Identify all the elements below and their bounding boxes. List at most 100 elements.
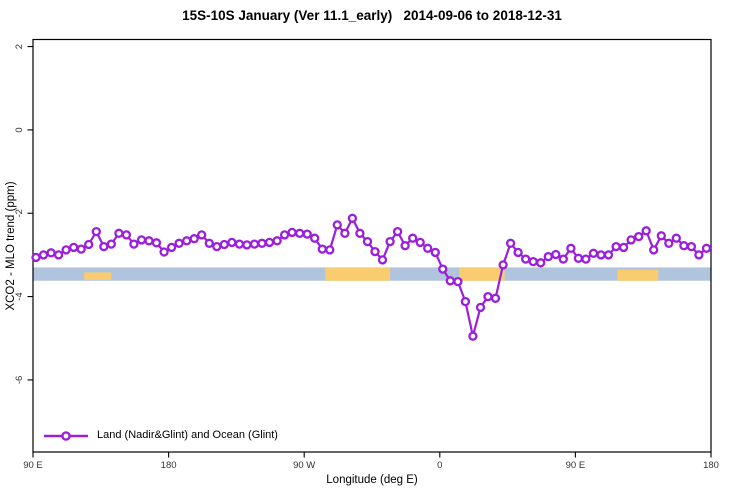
data-point — [377, 255, 388, 265]
data-point — [99, 241, 109, 252]
data-point — [370, 246, 380, 257]
data-point — [121, 230, 132, 240]
x-tick-label: 180 — [161, 460, 177, 471]
data-point — [415, 237, 425, 248]
data-point — [453, 276, 463, 287]
data-point — [136, 235, 147, 245]
data-point — [174, 238, 184, 248]
data-point — [445, 276, 455, 286]
data-point — [596, 250, 606, 260]
data-point — [272, 236, 282, 246]
data-point — [694, 250, 704, 260]
data-point — [31, 252, 41, 263]
data-point — [332, 220, 342, 230]
data-point — [219, 239, 229, 250]
data-point — [679, 241, 689, 251]
data-point — [257, 238, 267, 248]
data-point — [701, 243, 712, 253]
data-point — [279, 230, 290, 240]
data-point — [362, 236, 373, 247]
data-point — [656, 231, 666, 241]
data-point — [76, 244, 86, 254]
legend-label: Land (Nadir&Glint) and Ocean (Glint) — [97, 429, 278, 441]
data-point — [197, 230, 207, 240]
data-point — [310, 233, 320, 243]
data-point — [573, 253, 584, 263]
data-point — [551, 249, 561, 260]
x-tick-label: 180 — [703, 460, 719, 471]
data-point — [212, 241, 222, 252]
y-tick-label: -2 — [14, 209, 25, 217]
data-point — [664, 238, 674, 248]
data-point — [528, 256, 538, 267]
data-point — [423, 243, 433, 253]
plot-border — [32, 38, 712, 453]
data-point — [38, 250, 49, 260]
data-point — [558, 254, 568, 264]
data-point — [543, 251, 553, 262]
highlight-patch — [617, 269, 659, 281]
data-point — [106, 239, 116, 249]
data-point — [618, 242, 629, 253]
data-point — [611, 241, 621, 252]
data-point — [182, 236, 192, 246]
data-point — [513, 247, 523, 258]
data-point — [483, 291, 493, 302]
data-point — [649, 245, 659, 255]
x-tick-label: 0 — [437, 460, 442, 471]
data-point — [302, 229, 312, 239]
highlight-patch — [325, 267, 391, 281]
data-point — [498, 260, 508, 270]
data-point — [69, 242, 79, 253]
data-point — [408, 233, 418, 243]
data-point — [61, 245, 71, 255]
x-tick-label: 90 W — [293, 460, 315, 471]
data-point — [114, 228, 124, 238]
data-point — [159, 247, 169, 257]
data-point — [249, 239, 260, 249]
data-point — [521, 254, 531, 264]
x-tick-label: 90 E — [23, 460, 43, 471]
y-tick-label: 0 — [14, 127, 25, 132]
x-axis-label: Longitude (deg E) — [326, 474, 418, 486]
data-point — [264, 237, 275, 248]
highlight-patch — [459, 267, 505, 281]
data-point — [686, 241, 697, 252]
data-point — [166, 242, 177, 253]
y-tick-label: -6 — [14, 376, 25, 384]
data-point — [385, 236, 395, 247]
data-point — [634, 231, 644, 242]
data-point — [626, 235, 636, 245]
data-point — [204, 238, 214, 248]
y-tick-label: 2 — [14, 44, 25, 49]
data-point — [144, 236, 154, 246]
data-point — [460, 296, 471, 307]
data-point — [475, 302, 486, 313]
data-point — [430, 247, 440, 258]
data-point — [438, 264, 448, 274]
highlight-patch — [84, 272, 112, 280]
chart-title: 15S-10S January (Ver 11.1_early) 2014-09… — [182, 8, 562, 23]
data-point — [566, 243, 576, 253]
data-point — [490, 293, 501, 303]
data-point — [295, 228, 305, 238]
data-point — [325, 245, 335, 255]
data-point — [227, 237, 237, 248]
data-point — [400, 241, 410, 251]
data-point — [505, 238, 516, 248]
data-point — [151, 238, 162, 248]
legend-marker-icon — [61, 431, 71, 441]
data-point — [234, 239, 245, 249]
data-point — [317, 244, 327, 254]
data-point — [189, 234, 199, 244]
data-point — [46, 248, 56, 258]
data-point — [468, 331, 478, 341]
data-point — [287, 227, 297, 238]
data-point — [355, 228, 365, 238]
data-point — [603, 250, 614, 260]
data-point — [581, 254, 591, 264]
data-point — [392, 226, 403, 237]
data-point — [536, 258, 546, 268]
data-point — [53, 250, 64, 260]
